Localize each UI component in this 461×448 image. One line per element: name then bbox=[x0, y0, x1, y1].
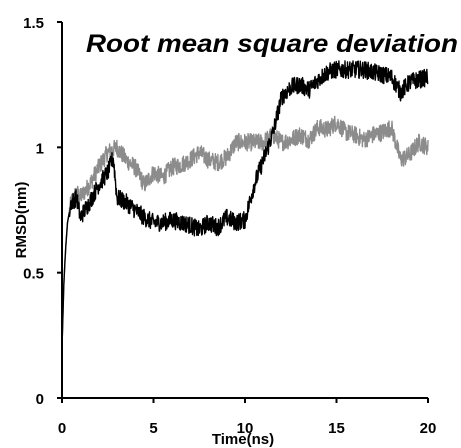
y-tick-label-3: 1.5 bbox=[23, 15, 44, 32]
chart-title: Root mean square deviation bbox=[86, 30, 458, 58]
series-line-1 bbox=[62, 116, 428, 348]
y-tick-label-2: 1 bbox=[36, 140, 44, 157]
series-line-0 bbox=[62, 61, 428, 348]
series-layer bbox=[62, 61, 428, 348]
x-tick-label-4: 20 bbox=[420, 420, 437, 437]
x-tick-label-3: 15 bbox=[328, 420, 345, 437]
x-tick-label-1: 5 bbox=[149, 420, 157, 437]
y-tick-label-1: 0.5 bbox=[23, 266, 44, 283]
y-axis-label: RMSD(nm) bbox=[13, 182, 30, 259]
x-axis-label: Time(ns) bbox=[212, 431, 274, 448]
y-tick-label-0: 0 bbox=[36, 391, 44, 408]
x-tick-label-0: 0 bbox=[58, 420, 66, 437]
